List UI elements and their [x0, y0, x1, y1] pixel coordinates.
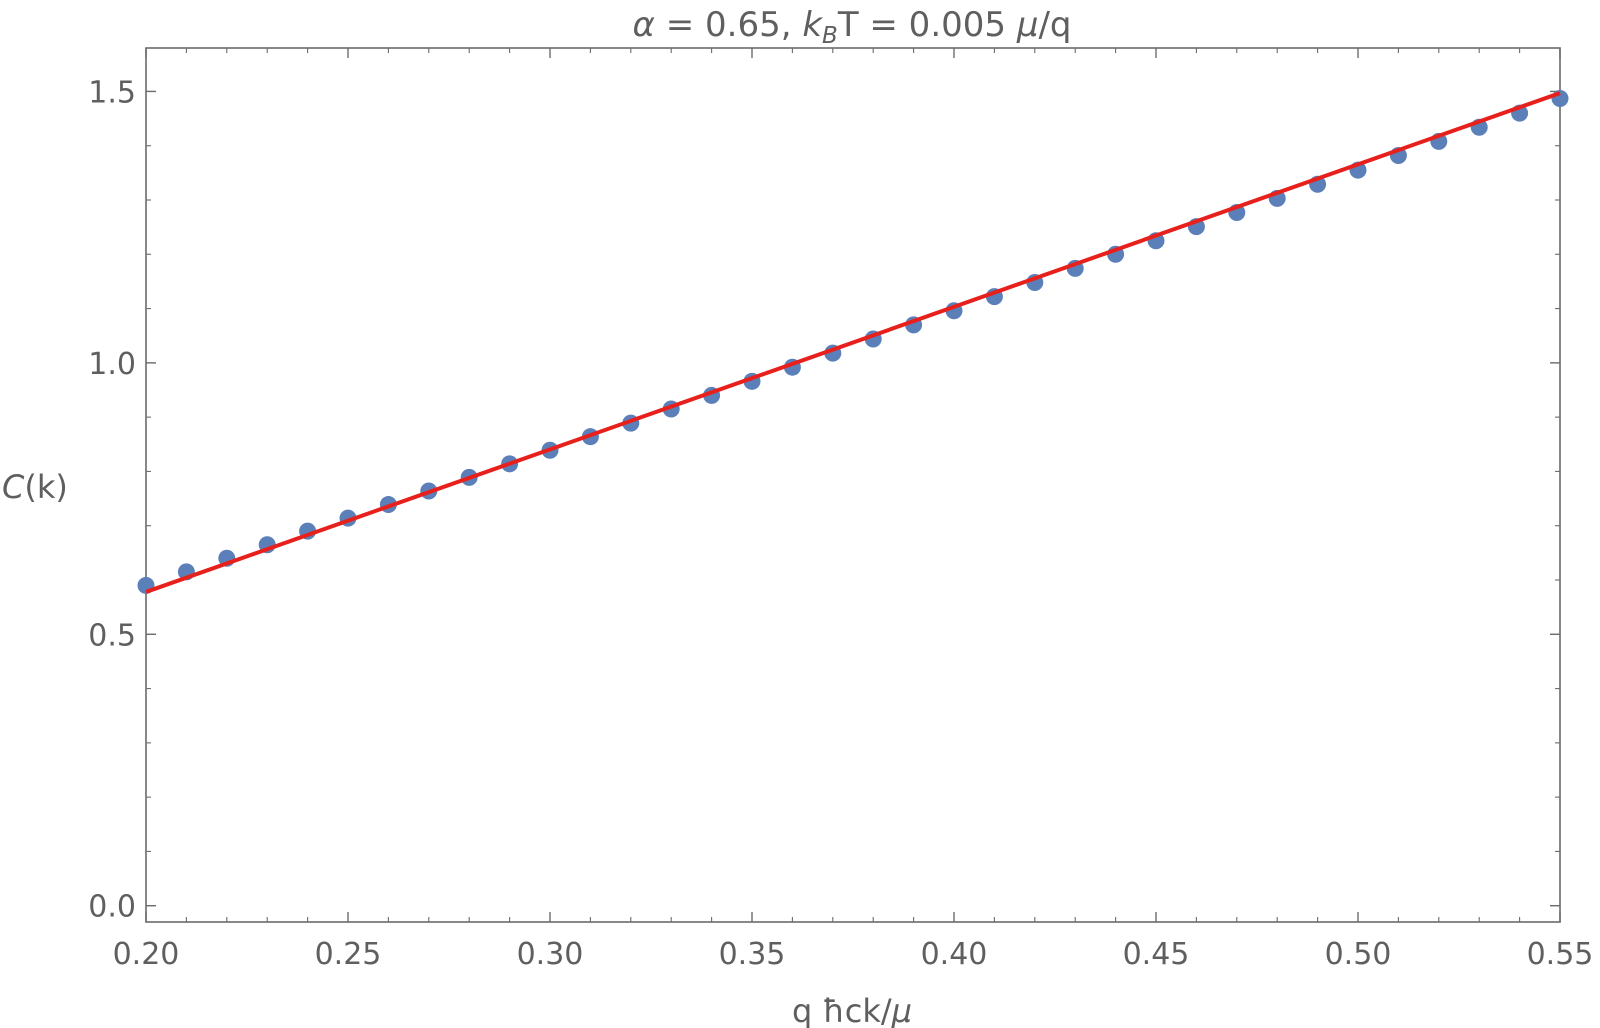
x-tick-label: 0.50	[1325, 937, 1392, 972]
x-axis-ticks	[145, 48, 1561, 922]
x-axis-label: q ħck/μ	[792, 992, 912, 1028]
x-tick-label: 0.35	[719, 937, 786, 972]
plot-frame	[145, 47, 1561, 923]
fit-lines	[145, 91, 1561, 594]
title-temperature: T = 0.005	[837, 5, 1017, 45]
x-tick-label: 0.25	[315, 937, 382, 972]
y-tick-label: 1.5	[88, 75, 136, 110]
x-label-q-hbar: q ħ	[792, 992, 845, 1028]
chart-title: α = 0.65, kBT = 0.005 μ/q	[632, 5, 1071, 49]
title-alpha: α	[632, 5, 654, 45]
title-q: /q	[1038, 5, 1071, 45]
x-label-mu: μ	[891, 992, 912, 1028]
title-mu: μ	[1016, 5, 1039, 45]
y-axis-ticks	[146, 90, 1560, 907]
x-tick-label: 0.45	[1123, 937, 1190, 972]
y-label-k: (k)	[24, 468, 68, 506]
title-subscript: B	[822, 23, 838, 49]
y-tick-label: 1.0	[88, 347, 136, 382]
x-axis-tick-labels: 0.20 0.25 0.30 0.35 0.40 0.45 0.50 0.55	[113, 937, 1594, 972]
x-tick-label: 0.55	[1527, 937, 1594, 972]
y-axis-label: C(k)	[2, 468, 68, 506]
y-label-c: C	[2, 468, 25, 506]
y-tick-label: 0.0	[88, 890, 136, 925]
data-point	[1551, 89, 1569, 107]
x-label-ck: ck/	[845, 992, 892, 1028]
title-k: k	[802, 5, 823, 45]
x-tick-label: 0.30	[517, 937, 584, 972]
x-tick-label: 0.40	[921, 937, 988, 972]
y-axis-tick-labels: 0.0 0.5 1.0 1.5	[88, 75, 136, 924]
title-alpha-value: = 0.65,	[655, 5, 802, 45]
fit-line	[145, 91, 1561, 594]
x-tick-label: 0.20	[113, 937, 180, 972]
y-tick-label: 0.5	[88, 618, 136, 653]
